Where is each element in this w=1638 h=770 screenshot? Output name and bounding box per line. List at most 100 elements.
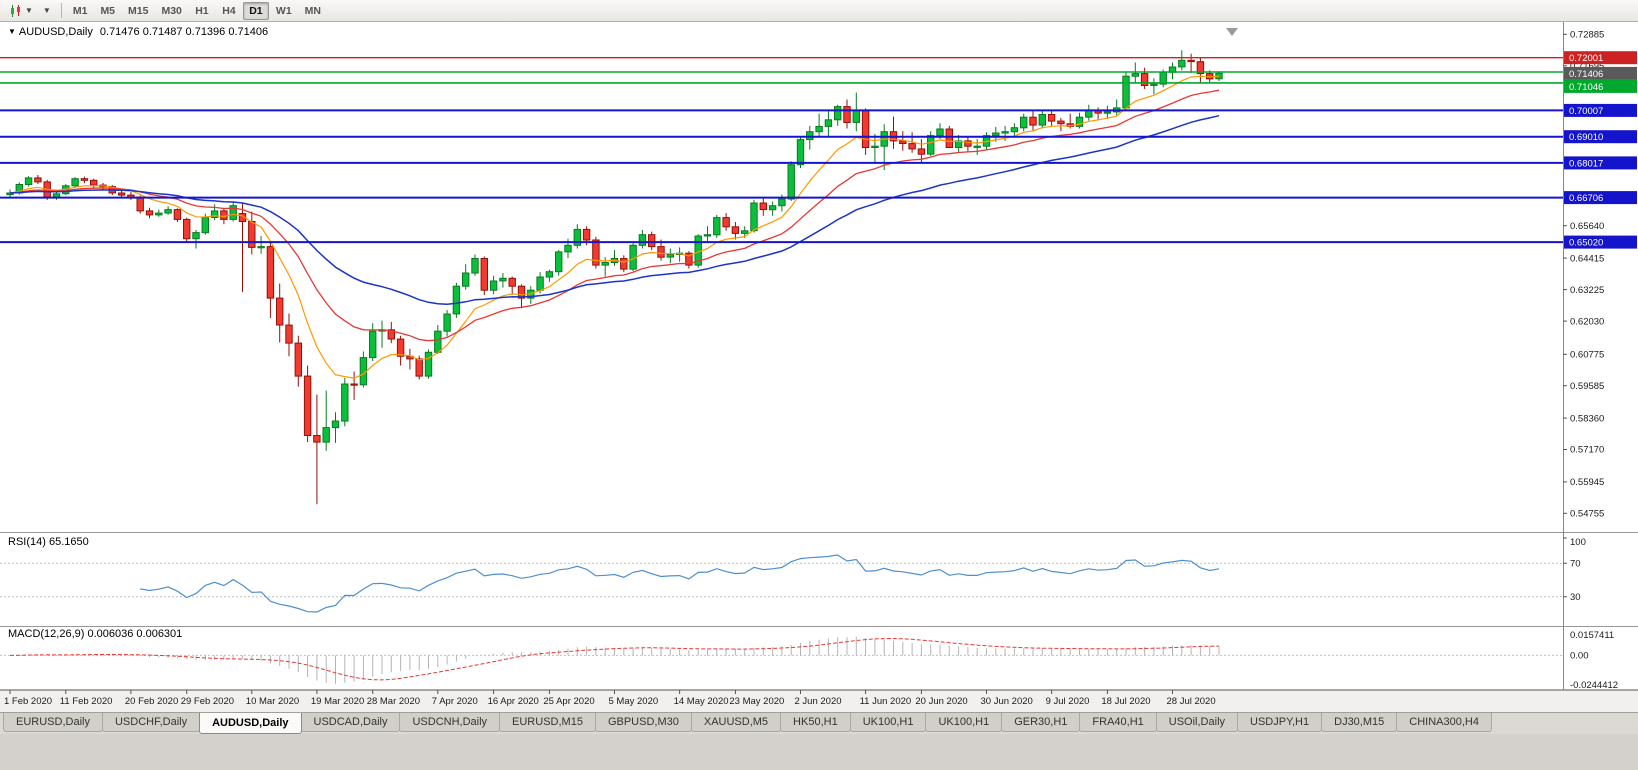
chart-tab-0-eurusd-daily[interactable]: EURUSD,Daily [3,713,103,732]
candle-body [546,272,552,277]
candle-body [751,203,757,231]
price-tick-label: 0.58360 [1570,413,1604,424]
chart-tab-6-gbpusd-m30[interactable]: GBPUSD,M30 [595,713,692,732]
timeframe-button-m15[interactable]: M15 [122,2,154,20]
chart-tab-11-ger30-h1[interactable]: GER30,H1 [1001,713,1080,732]
chart-tab-4-usdcnh-daily[interactable]: USDCNH,Daily [399,713,500,732]
timeframe-button-d1[interactable]: D1 [243,2,269,20]
chart-tab-7-xauusd-m5[interactable]: XAUUSD,M5 [691,713,781,732]
window-background [0,734,1638,770]
candle-body [649,235,655,247]
candle-body [91,180,97,185]
toolbar-separator [61,3,62,18]
candle-body [1179,60,1185,67]
timeframe-button-h4[interactable]: H4 [216,2,242,20]
chart-tab-13-usoil-daily[interactable]: USOil,Daily [1156,713,1238,732]
candle-body [146,211,152,215]
time-tick-label: 19 Mar 2020 [311,696,364,707]
time-tick-label: 23 May 2020 [729,696,784,707]
price-tick-label: 0.57170 [1570,445,1604,456]
time-tick-label: 11 Jun 2020 [860,696,912,707]
time-tick-label: 1 Feb 2020 [4,696,52,707]
timeframe-button-group: M1M5M15M30H1H4D1W1MN [67,2,327,20]
price-line-label-text: 0.72001 [1569,53,1603,64]
rsi-tick-label: 100 [1570,537,1586,548]
chart-menu-icon[interactable]: ▼ [8,27,16,36]
chart-tab-8-hk50-h1[interactable]: HK50,H1 [780,713,851,732]
time-tick-label: 20 Jun 2020 [915,696,967,707]
chart-canvas[interactable]: 0.728850.716950.656400.644150.632250.620… [0,22,1638,712]
candle-body [137,197,143,211]
time-tick-label: 20 Feb 2020 [125,696,178,707]
price-tick-label: 0.64415 [1570,253,1604,264]
time-tick-label: 5 May 2020 [609,696,659,707]
candle-body [900,141,906,144]
timeframe-button-m1[interactable]: M1 [67,2,94,20]
candle-body [918,149,924,154]
price-line-label-text: 0.66706 [1569,193,1603,204]
timeframe-button-m5[interactable]: M5 [94,2,121,20]
candle-body [1011,128,1017,132]
candlestick-chart-icon [9,4,23,18]
candle-body [1123,76,1129,108]
price-tick-label: 0.72885 [1570,30,1604,41]
candle-body [202,218,208,233]
chart-tab-10-uk100-h1[interactable]: UK100,H1 [925,713,1002,732]
price-tick-label: 0.54755 [1570,509,1604,520]
chart-tab-2-audusd-daily[interactable]: AUDUSD,Daily [199,713,301,734]
candle-body [332,421,338,428]
macd-max-label: 0.0157411 [1570,630,1614,641]
timeframe-button-h1[interactable]: H1 [189,2,215,20]
candle-body [500,278,506,281]
chart-tab-9-uk100-h1[interactable]: UK100,H1 [850,713,927,732]
candle-body [435,331,441,352]
candle-body [1104,112,1110,113]
chart-tab-1-usdchf-daily[interactable]: USDCHF,Daily [102,713,200,732]
trading-platform-window: ▼ ▼ M1M5M15M30H1H4D1W1MN 0.728850.716950… [0,0,1638,770]
time-tick-label: 29 Feb 2020 [181,696,234,707]
candle-body [993,133,999,136]
time-tick-label: 30 Jun 2020 [981,696,1033,707]
timeframe-button-mn[interactable]: MN [299,2,327,20]
candle-body [1002,132,1008,133]
time-tick-label: 9 Jul 2020 [1046,696,1090,707]
price-line-label-text: 0.65020 [1569,238,1603,249]
candle-body [797,140,803,165]
time-tick-label: 18 Jul 2020 [1101,696,1150,707]
price-line-label-text: 0.70007 [1569,106,1603,117]
candle-body [853,111,859,123]
chevron-down-icon: ▼ [43,7,51,15]
time-tick-label: 10 Mar 2020 [246,696,299,707]
time-tick-label: 7 Apr 2020 [432,696,478,707]
chart-tab-5-eurusd-m15[interactable]: EURUSD,M15 [499,713,596,732]
candle-body [565,245,571,252]
chart-tab-14-usdjpy-h1[interactable]: USDJPY,H1 [1237,713,1322,732]
candle-body [174,210,180,220]
candle-body [732,227,738,234]
chart-window[interactable]: 0.728850.716950.656400.644150.632250.620… [0,22,1638,712]
candle-body [81,179,87,181]
chart-tab-16-china300-h4[interactable]: CHINA300,H4 [1396,713,1492,732]
candle-body [472,259,478,274]
candle-body [583,229,589,240]
candle-body [946,129,952,148]
timeframe-button-w1[interactable]: W1 [270,2,298,20]
chart-tab-12-fra40-h1[interactable]: FRA40,H1 [1079,713,1156,732]
candle-body [769,206,775,210]
price-line-label-text: 0.68017 [1569,158,1603,169]
candle-body [537,277,543,290]
candle-body [277,298,283,325]
price-tick-label: 0.62030 [1570,316,1604,327]
chart-type-button[interactable]: ▼ [4,2,38,20]
candle-body [723,218,729,227]
chart-options-dropdown-button[interactable]: ▼ [38,2,56,20]
candle-body [118,193,124,195]
chart-tab-3-usdcad-daily[interactable]: USDCAD,Daily [301,713,401,732]
candle-body [825,120,831,127]
chart-tab-15-dj30-m15[interactable]: DJ30,M15 [1321,713,1397,732]
price-line-label-text: 0.71046 [1569,82,1603,93]
candle-body [667,255,673,258]
timeframe-button-m30[interactable]: M30 [155,2,187,20]
price-tick-label: 0.65640 [1570,221,1604,232]
candle-body [1021,117,1027,128]
